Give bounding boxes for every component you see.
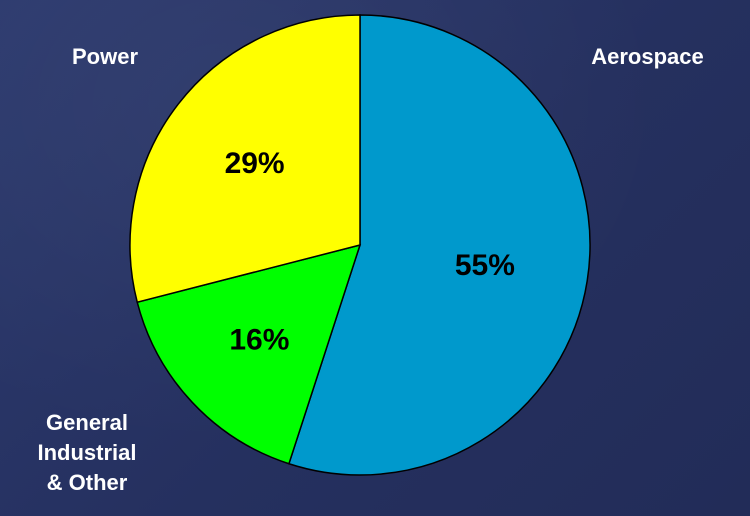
slice-aerospace xyxy=(287,14,591,476)
category-label-power: Power xyxy=(71,44,139,69)
pct-label-power: 29% xyxy=(225,147,285,180)
pct-label-general-industrial: 16% xyxy=(229,324,289,357)
slice-general-industrial xyxy=(136,243,362,465)
pct-label-aerospace: 55% xyxy=(455,249,515,282)
slice-power xyxy=(129,14,361,304)
category-label-general-industrial: General Industrial & Other xyxy=(37,410,137,495)
category-label-aerospace: Aerospace xyxy=(591,44,704,69)
